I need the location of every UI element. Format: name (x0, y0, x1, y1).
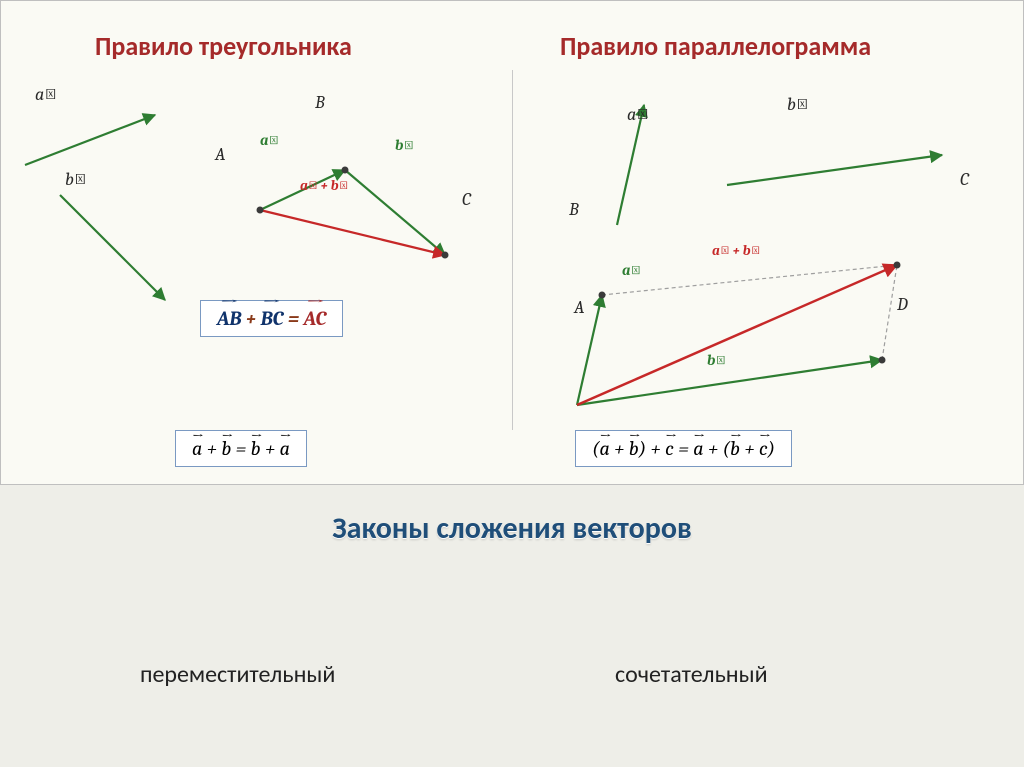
para-edge-od (577, 360, 882, 405)
formula-triangle: AB + BC = AC (200, 300, 343, 337)
label-free-a: a⃗ (35, 84, 57, 105)
point-c-dot (442, 252, 449, 259)
label-tri-b: b⃗ (395, 136, 414, 154)
free-vector-b-right (727, 155, 942, 185)
point-label-c: C (462, 189, 472, 210)
para-point-b: B (568, 199, 579, 220)
para-point-d: D (896, 294, 908, 315)
para-label-sum: a⃗ + b⃗ (712, 242, 760, 259)
law-commutative-label: переместительный (140, 660, 335, 689)
label-tri-a: a⃗ (260, 131, 279, 149)
para-label-a: a⃗ (622, 261, 641, 279)
para-dot-b (894, 262, 901, 269)
title-triangle-rule: Правило треугольника (95, 30, 352, 62)
formula-associative: (a + b) + c = a + (b + c) (575, 430, 792, 467)
para-dot-d (879, 357, 886, 364)
para-dash-db (882, 265, 897, 360)
formula-commutative: a + b = b + a (175, 430, 307, 467)
para-dash-ab (602, 265, 897, 295)
label-tri-sum: a⃗ + b⃗ (300, 177, 348, 194)
label-free-b-right: b⃗ (787, 94, 808, 115)
point-label-a: A (214, 144, 226, 165)
point-label-b: B (314, 92, 325, 113)
law-associative-label: сочетательный (615, 660, 768, 689)
triangle-rule-diagram: a⃗ b⃗ a⃗ b⃗ a⃗ + b⃗ A B C (0, 60, 512, 460)
point-a-dot (257, 207, 264, 214)
free-vector-b (60, 195, 165, 300)
free-vector-a (25, 115, 155, 165)
para-point-a: A (573, 297, 585, 318)
point-b-dot (342, 167, 349, 174)
label-free-a-right: a⃗ (627, 104, 649, 125)
label-free-b: b⃗ (65, 169, 86, 190)
parallelogram-rule-diagram: a⃗ b⃗ C a⃗ b⃗ a⃗ + b⃗ A B D (512, 60, 1024, 460)
para-dot-a (599, 292, 606, 299)
title-parallelogram-rule: Правило параллелограмма (560, 30, 871, 62)
point-label-c-right: C (960, 169, 970, 190)
para-diagonal (577, 265, 897, 405)
section-title-laws: Законы сложения векторов (0, 510, 1024, 547)
para-label-b: b⃗ (707, 351, 726, 369)
